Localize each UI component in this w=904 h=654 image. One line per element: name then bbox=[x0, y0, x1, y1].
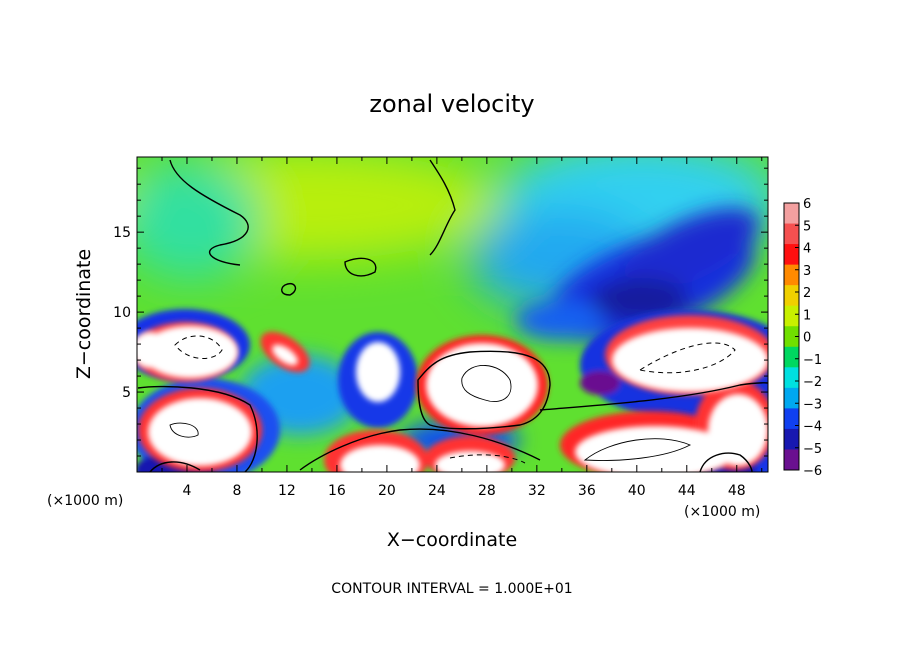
colorbar: 6 5 4 3 2 1 0 −1 −2 −3 −4 −5 −6 bbox=[783, 197, 822, 479]
colorbar-label: −6 bbox=[803, 464, 822, 479]
colorbar-swatch bbox=[784, 264, 799, 286]
x-tick-label: 40 bbox=[628, 483, 646, 499]
x-axis: 4 8 12 16 20 24 28 32 36 40 44 48 bbox=[161, 157, 763, 499]
colorbar-swatch bbox=[784, 449, 799, 471]
colorbar-label: −2 bbox=[803, 375, 822, 390]
x-tick-label: 44 bbox=[678, 483, 696, 499]
x-tick-label: 12 bbox=[278, 483, 296, 499]
plot-frame bbox=[136, 156, 769, 473]
colorbar-swatch bbox=[784, 203, 799, 225]
x-tick-label: 4 bbox=[183, 483, 192, 499]
colorbar-swatch bbox=[784, 428, 799, 450]
colorbar-swatch bbox=[784, 346, 799, 368]
colorbar-swatch bbox=[784, 285, 799, 307]
x-tick-label: 20 bbox=[378, 483, 396, 499]
colorbar-label: 0 bbox=[803, 331, 811, 346]
colorbar-swatch bbox=[784, 408, 799, 430]
colorbar-label: −3 bbox=[803, 397, 822, 412]
colorbar-label: 1 bbox=[803, 308, 811, 323]
colorbar-label: 3 bbox=[803, 264, 811, 279]
colorbar-swatch bbox=[784, 244, 799, 266]
y-tick-label: 5 bbox=[122, 385, 131, 401]
colorbar-swatch bbox=[784, 387, 799, 409]
x-axis-title: X−coordinate bbox=[387, 529, 517, 551]
y-tick-label: 15 bbox=[113, 225, 131, 241]
x-tick-label: 24 bbox=[428, 483, 446, 499]
y-axis-title: Z−coordinate bbox=[73, 249, 95, 379]
y-axis: 5 10 15 bbox=[113, 167, 768, 457]
x-tick-label: 32 bbox=[528, 483, 546, 499]
x-tick-label: 28 bbox=[478, 483, 496, 499]
x-unit-right: (×1000 m) bbox=[684, 504, 760, 520]
chart-title: zonal velocity bbox=[369, 90, 534, 118]
colorbar-label: 6 bbox=[803, 197, 811, 212]
colorbar-swatch bbox=[784, 305, 799, 327]
colorbar-swatch bbox=[784, 223, 799, 245]
x-tick-label: 16 bbox=[328, 483, 346, 499]
colorbar-label: −4 bbox=[803, 420, 822, 435]
y-tick-label: 10 bbox=[113, 305, 131, 321]
x-tick-label: 8 bbox=[232, 483, 241, 499]
colorbar-swatch bbox=[784, 326, 799, 348]
contour-interval-note: CONTOUR INTERVAL = 1.000E+01 bbox=[331, 581, 572, 597]
x-tick-label: 48 bbox=[728, 483, 746, 499]
colorbar-label: −5 bbox=[803, 442, 822, 457]
colorbar-label: 5 bbox=[803, 219, 811, 234]
x-unit-left: (×1000 m) bbox=[47, 493, 123, 509]
colorbar-swatch bbox=[784, 367, 799, 389]
velocity-field bbox=[137, 157, 768, 472]
colorbar-label: 2 bbox=[803, 286, 811, 301]
colorbar-label: −1 bbox=[803, 353, 822, 368]
x-tick-label: 36 bbox=[578, 483, 596, 499]
colorbar-label: 4 bbox=[803, 242, 811, 257]
